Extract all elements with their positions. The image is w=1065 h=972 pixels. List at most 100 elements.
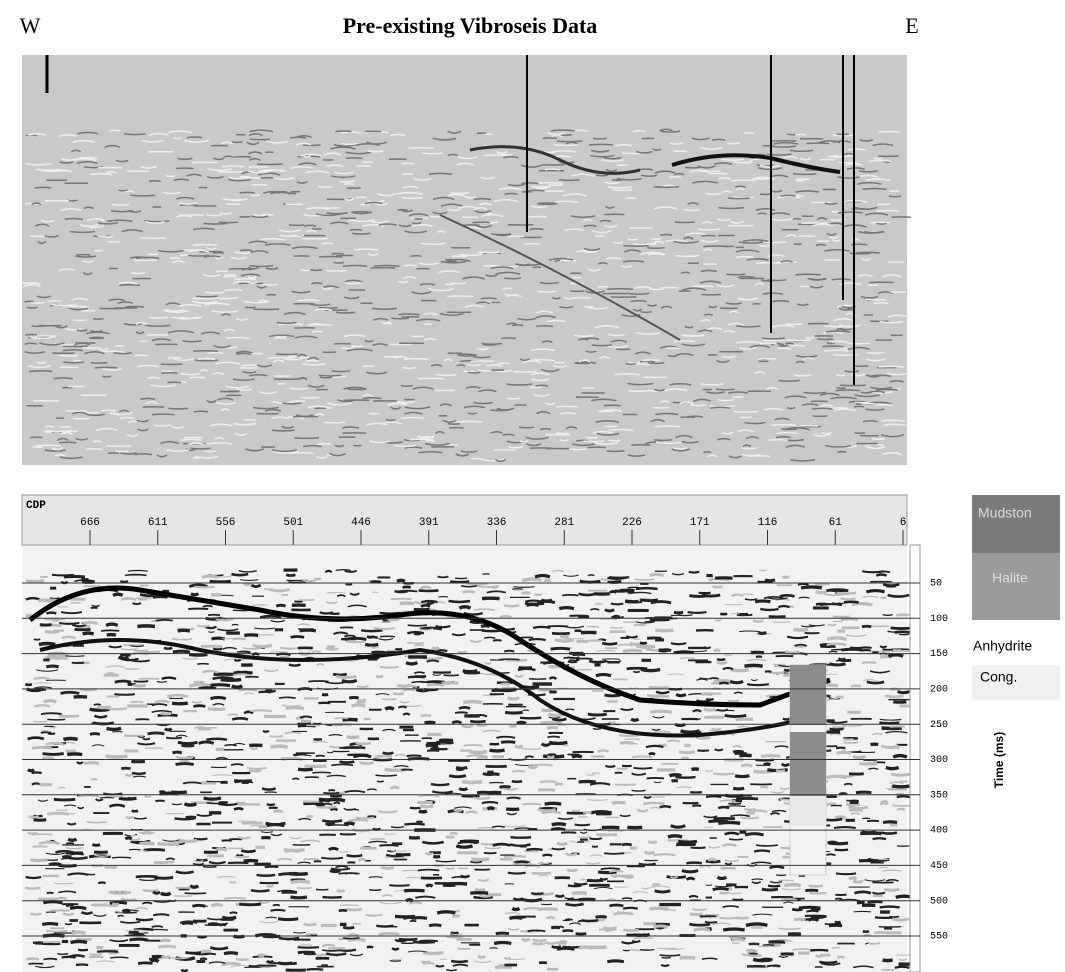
texture-stroke [184,804,196,805]
texture-stroke [692,805,701,806]
texture-stroke [322,945,335,946]
texture-stroke [173,651,190,652]
texture-stroke [837,957,844,958]
texture-stroke [719,918,737,919]
texture-stroke [346,909,362,910]
texture-stroke [422,153,442,154]
texture-stroke [398,210,408,211]
texture-stroke [406,663,417,664]
texture-stroke [192,702,202,703]
texture-stroke [862,662,876,663]
texture-stroke [761,280,775,281]
texture-stroke [46,666,58,667]
texture-stroke [166,737,182,738]
texture-stroke [158,844,179,845]
texture-stroke [413,942,435,943]
texture-stroke [883,960,893,961]
texture-stroke [297,300,319,301]
texture-stroke [760,959,773,960]
texture-stroke [32,834,52,835]
texture-stroke [562,595,578,596]
texture-stroke [549,677,556,678]
texture-stroke [484,853,497,854]
texture-stroke [352,346,363,347]
texture-stroke [512,781,522,782]
texture-stroke [804,392,826,393]
texture-stroke [365,915,382,916]
texture-stroke [237,652,250,653]
texture-stroke [491,234,511,235]
texture-stroke [898,691,910,692]
texture-stroke [623,246,649,247]
texture-stroke [464,672,480,673]
texture-stroke [829,237,839,238]
texture-stroke [298,952,315,953]
texture-stroke [811,401,828,402]
texture-stroke [508,236,524,237]
texture-stroke [327,593,346,594]
texture-stroke [729,936,738,937]
texture-stroke [144,221,169,222]
texture-stroke [761,787,768,788]
texture-stroke [357,686,369,687]
texture-stroke [507,698,519,699]
texture-stroke [113,594,123,595]
texture-stroke [63,913,73,914]
texture-stroke [112,857,131,858]
texture-stroke [816,604,827,605]
texture-stroke [335,131,351,132]
texture-stroke [94,704,101,705]
texture-stroke [350,230,362,231]
texture-stroke [244,861,259,862]
texture-stroke [853,756,865,757]
texture-stroke [532,765,553,766]
texture-stroke [356,818,374,819]
texture-stroke [192,905,205,906]
texture-stroke [778,880,794,881]
texture-stroke [574,883,587,884]
texture-stroke [115,681,131,682]
texture-stroke [398,314,419,315]
texture-stroke [880,907,900,908]
texture-stroke [749,456,770,457]
texture-stroke [436,626,451,627]
texture-stroke [849,807,868,808]
texture-stroke [383,753,394,754]
texture-stroke [66,656,85,657]
texture-stroke [533,940,547,941]
texture-stroke [647,248,664,249]
texture-stroke [321,858,343,859]
texture-stroke [392,948,399,949]
texture-stroke [444,675,459,676]
texture-stroke [801,587,822,588]
texture-stroke [187,137,202,138]
texture-stroke [411,682,430,683]
texture-stroke [221,213,232,214]
texture-stroke [181,746,194,747]
texture-stroke [607,899,617,900]
texture-stroke [473,798,489,799]
texture-stroke [176,872,194,873]
texture-stroke [152,926,163,927]
texture-stroke [881,420,905,421]
texture-stroke [759,570,766,571]
texture-stroke [634,768,653,769]
texture-stroke [557,948,574,949]
texture-stroke [445,284,454,285]
texture-stroke [363,366,374,367]
texture-stroke [320,377,332,378]
texture-stroke [457,365,465,366]
texture-stroke [289,388,308,389]
texture-stroke [490,948,498,949]
texture-stroke [259,826,267,827]
texture-stroke [754,850,770,851]
texture-stroke [897,809,905,810]
texture-stroke [264,589,273,590]
texture-stroke [181,970,187,971]
texture-stroke [36,445,60,446]
texture-stroke [512,771,524,772]
texture-stroke [334,718,348,719]
texture-stroke [552,719,566,720]
texture-stroke [538,790,555,791]
texture-stroke [500,616,512,617]
